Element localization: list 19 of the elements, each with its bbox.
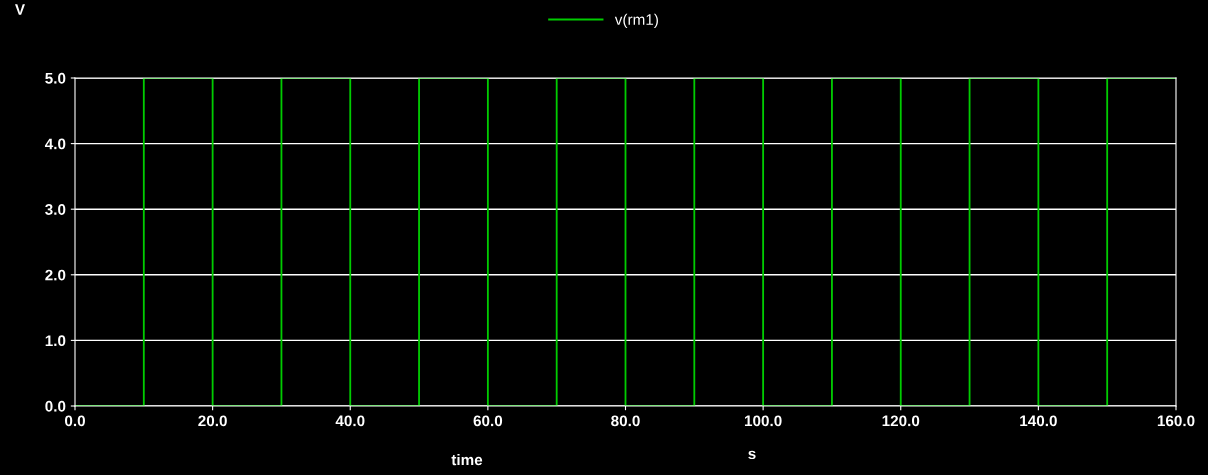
- y-tick-label: 0.0: [45, 400, 66, 412]
- x-tick-label: 100.0: [744, 415, 782, 427]
- x-tick-label: 40.0: [335, 415, 365, 427]
- x-tick-label: 20.0: [198, 415, 227, 427]
- x-axis-title: time: [451, 454, 483, 466]
- x-tick-label: 120.0: [882, 415, 920, 427]
- y-tick-label: 5.0: [45, 72, 66, 84]
- x-tick-label: 60.0: [473, 415, 503, 427]
- x-tick-label: 80.0: [611, 415, 640, 427]
- y-tick-label: 3.0: [45, 204, 66, 215]
- y-tick-label: 2.0: [45, 269, 66, 281]
- x-tick-label: 160.0: [1157, 415, 1195, 427]
- y-tick-label: 4.0: [44, 138, 66, 150]
- x-tick-label: 0.0: [64, 415, 85, 427]
- legend-label: v(rm1): [614, 13, 658, 28]
- x-tick-label: 140.0: [1020, 415, 1057, 427]
- y-axis-title: V: [15, 4, 25, 15]
- y-tick-label: 1.0: [45, 335, 66, 347]
- text: s: [748, 450, 756, 460]
